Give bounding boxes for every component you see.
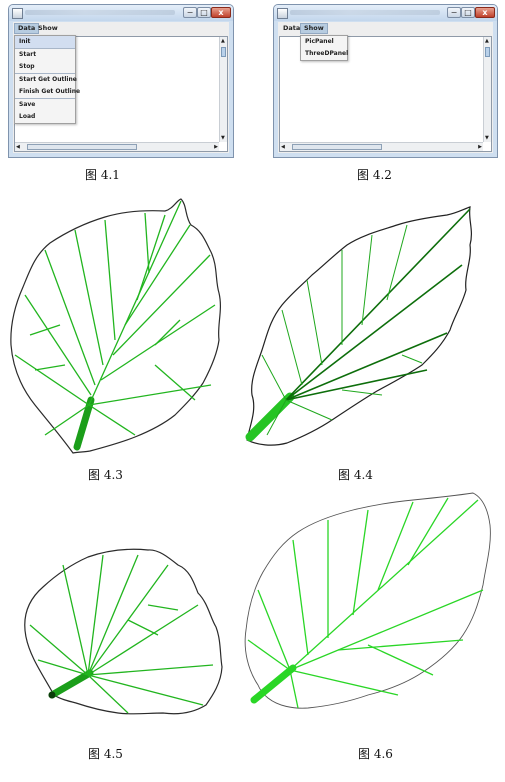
app-icon <box>12 8 23 19</box>
vertical-scroll-thumb[interactable] <box>485 47 490 57</box>
menu-bar: Data Show <box>278 22 493 35</box>
close-icon[interactable]: x <box>475 7 495 18</box>
maximize-icon[interactable]: □ <box>461 7 475 18</box>
horizontal-scrollbar[interactable]: ◀ ▶ <box>280 142 483 151</box>
vertical-scroll-thumb[interactable] <box>221 47 226 57</box>
window-title-blurred <box>25 10 175 15</box>
vertical-scrollbar[interactable]: ▲ ▼ <box>483 37 491 142</box>
menu-item-load[interactable]: Load <box>15 111 75 123</box>
menu-bar: Data Show <box>13 22 229 35</box>
window-client: Data Show ▲ ▼ ◀ ▶ Init Start Stop Start … <box>13 22 229 153</box>
scroll-down-arrow-icon[interactable]: ▼ <box>221 135 225 141</box>
caption-fig-4-2: 图 4.2 <box>357 166 392 183</box>
leaf-figure-4-6 <box>238 490 498 715</box>
leaf-outline <box>25 549 222 714</box>
window-title-blurred <box>290 10 440 15</box>
leaf-figure-4-5 <box>8 545 233 725</box>
title-bar[interactable]: − □ x <box>274 5 497 21</box>
scroll-up-arrow-icon[interactable]: ▲ <box>221 38 225 44</box>
maximize-icon[interactable]: □ <box>197 7 211 18</box>
stem-end <box>49 692 56 699</box>
show-dropdown-menu: PicPanel ThreeDPanel <box>300 35 348 61</box>
scroll-right-arrow-icon[interactable]: ▶ <box>214 144 218 150</box>
menu-item-start-get-outline[interactable]: Start Get Outline <box>15 74 75 86</box>
menu-item-stop[interactable]: Stop <box>15 61 75 73</box>
caption-fig-4-6: 图 4.6 <box>358 745 393 762</box>
window-fig-4-2: − □ x Data Show ▲ ▼ ◀ ▶ PicPanel ThreeDP… <box>273 4 498 158</box>
minimize-icon[interactable]: − <box>183 7 197 18</box>
scroll-right-arrow-icon[interactable]: ▶ <box>478 144 482 150</box>
close-icon[interactable]: x <box>211 7 231 18</box>
window-fig-4-1: − □ x Data Show ▲ ▼ ◀ ▶ Init Start Stop <box>8 4 234 158</box>
menu-item-threedpanel[interactable]: ThreeDPanel <box>301 48 347 60</box>
window-client: Data Show ▲ ▼ ◀ ▶ PicPanel ThreeDPanel <box>278 22 493 153</box>
horizontal-scroll-thumb[interactable] <box>292 144 382 150</box>
caption-fig-4-1: 图 4.1 <box>85 166 120 183</box>
menu-item-picpanel[interactable]: PicPanel <box>301 36 347 48</box>
title-bar[interactable]: − □ x <box>9 5 233 21</box>
leaf-figure-4-3 <box>5 195 240 460</box>
menu-show[interactable]: Show <box>300 23 328 34</box>
caption-fig-4-5: 图 4.5 <box>88 745 123 762</box>
data-dropdown-menu: Init Start Stop Start Get Outline Finish… <box>14 35 76 124</box>
menu-item-finish-get-outline[interactable]: Finish Get Outline <box>15 86 75 98</box>
menu-item-init[interactable]: Init <box>15 36 75 48</box>
caption-fig-4-3: 图 4.3 <box>88 466 123 483</box>
menu-item-start[interactable]: Start <box>15 49 75 61</box>
scroll-down-arrow-icon[interactable]: ▼ <box>485 135 489 141</box>
vertical-scrollbar[interactable]: ▲ ▼ <box>219 37 227 142</box>
horizontal-scroll-thumb[interactable] <box>27 144 137 150</box>
minimize-icon[interactable]: − <box>447 7 461 18</box>
scroll-left-arrow-icon[interactable]: ◀ <box>16 144 20 150</box>
leaf-outline <box>11 199 221 453</box>
leaf-figure-4-4 <box>242 205 487 455</box>
scroll-left-arrow-icon[interactable]: ◀ <box>281 144 285 150</box>
horizontal-scrollbar[interactable]: ◀ ▶ <box>15 142 219 151</box>
caption-fig-4-4: 图 4.4 <box>338 466 373 483</box>
menu-item-save[interactable]: Save <box>15 99 75 111</box>
menu-show[interactable]: Show <box>35 23 61 34</box>
scroll-up-arrow-icon[interactable]: ▲ <box>485 38 489 44</box>
app-icon <box>277 8 288 19</box>
